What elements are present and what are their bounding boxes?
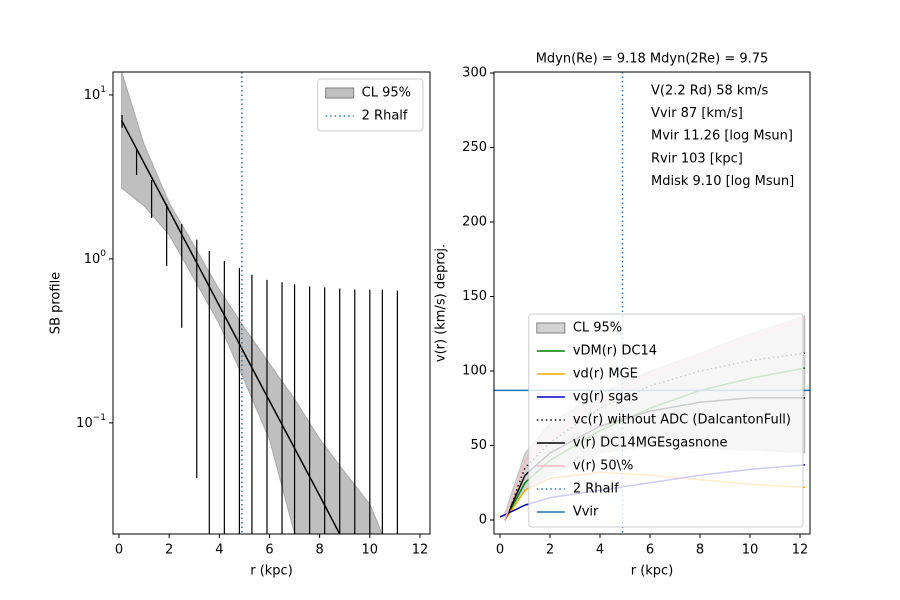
y-tick-label: 150 [462,289,487,304]
legend-box [528,313,804,528]
y-tick-label: 250 [462,140,487,155]
legend-label: v(r) 50\% [573,459,634,474]
plot-area [120,72,398,534]
annotation: Rvir 103 [kpc] [651,151,743,166]
tick-base: 10 [84,251,101,266]
legend-label: vc(r) without ADC (DalcantonFull) [573,413,791,428]
x-tick-label: 2 [546,543,554,558]
y-axis-label: v(r) (km/s) deproj. [434,244,449,362]
x-tick-label: 12 [792,543,809,558]
x-tick-label: 4 [215,543,223,558]
x-tick-label: 6 [646,543,654,558]
y-tick-label: 50 [470,438,487,453]
annotation: V(2.2 Rd) 58 km/s [651,84,769,99]
legend-swatch [325,87,355,99]
x-tick-label: 6 [265,543,273,558]
x-tick-label: 12 [412,543,429,558]
legend-label: CL 95% [362,86,411,101]
x-tick-label: 10 [362,543,379,558]
legend-label: vg(r) sgas [573,390,639,405]
legend-label: 2 Rhalf [573,482,619,497]
legend: CL 95% vDM(r) DC14 vd(r) MGE vg(r) sgas vc(r… [528,313,804,528]
legend-label: vDM(r) DC14 [573,344,657,359]
y-axis-label: SB profile [49,272,64,334]
chart-title: Mdyn(Re) = 9.18 Mdyn(2Re) = 9.75 [536,52,769,67]
y-tick-label: 100 [84,248,107,266]
y-tick-label: 10−1 [76,412,106,430]
annotation: Vvir 87 [km/s] [651,106,743,121]
x-tick-label: 10 [742,543,759,558]
y-tick-label: 101 [84,84,106,102]
annotation: Mdisk 9.10 [log Msun] [651,174,794,189]
legend-label: v(r) DC14MGEsgasnone [573,436,728,451]
axes-frame [112,71,431,535]
confidence-band [121,72,383,534]
x-tick-label: 8 [316,543,324,558]
legend-label: CL 95% [573,321,622,336]
legend-label: vd(r) MGE [573,367,638,382]
y-tick-label: 200 [462,215,487,230]
legend-label: Vvir [573,505,599,520]
series-line [120,119,341,534]
x-tick-label: 4 [596,543,604,558]
x-tick-label: 0 [115,543,123,558]
legend: CL 95% 2 Rhalf [317,78,424,132]
tick-exponent: −1 [93,412,106,422]
x-axis-label: r (kpc) [631,564,674,579]
x-tick-label: 8 [696,543,704,558]
y-tick-label: 100 [462,364,487,379]
x-axis-label: r (kpc) [250,564,293,579]
legend-label: 2 Rhalf [362,109,408,124]
annotation: Mvir 11.26 [log Msun] [651,129,793,144]
tick-base: 10 [84,87,101,102]
legend-swatch [536,322,566,334]
x-tick-label: 2 [165,543,173,558]
y-tick-label: 300 [462,66,487,81]
x-tick-label: 0 [496,543,504,558]
axes-frame [493,71,811,535]
tick-exponent: 1 [100,84,106,94]
tick-exponent: 0 [100,248,106,258]
tick-base: 10 [76,415,93,430]
y-tick-label: 0 [479,512,487,527]
